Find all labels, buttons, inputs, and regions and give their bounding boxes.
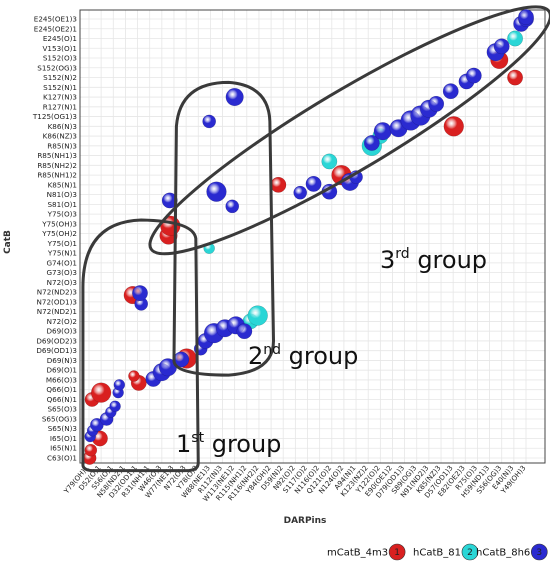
y-tick-label: D69(O)1	[46, 366, 77, 375]
y-tick-label: E245(OE2)1	[34, 24, 77, 33]
group-labels: 1st group 2nd group 3rd group	[176, 246, 487, 458]
data-point-hCatB_8h6	[236, 323, 253, 340]
y-tick-label: N72(OD1)3	[37, 297, 77, 306]
data-point-mCatB_4m3	[270, 176, 287, 193]
data-point-hCatB_81	[507, 30, 524, 47]
y-tick-label: K86(N)3	[48, 122, 77, 131]
data-point-mCatB_4m3	[84, 443, 98, 457]
y-tick-label: Y75(OH)3	[41, 219, 77, 228]
data-point-hCatB_8h6	[305, 175, 322, 192]
group-outline-1	[81, 218, 200, 473]
legend-label: hCatB_8h6	[476, 548, 530, 559]
y-tick-labels: C63(O)1I65(N)1I65(O)1S65(N)3S65(OG)3S65(…	[32, 15, 77, 463]
legend: mCatB_4m3 1 hCatB_81 2 hCatB_8h6 3	[327, 543, 548, 561]
plot-frame	[79, 9, 546, 464]
y-tick-label: D69(O)3	[46, 327, 77, 336]
y-tick-label: Y75(O)1	[47, 239, 77, 248]
data-point-hCatB_8h6	[225, 199, 240, 214]
legend-marker	[461, 543, 479, 561]
y-tick-label: S65(OG)3	[42, 414, 77, 423]
data-point-mCatB_4m3	[443, 116, 464, 137]
y-tick-label: N72(O)2	[47, 317, 77, 326]
legend-marker-number: 1	[394, 548, 400, 558]
data-point-hCatB_8h6	[109, 400, 121, 413]
data-point-hCatB_8h6	[428, 95, 445, 112]
y-tick-label: N72(ND2)1	[37, 307, 77, 316]
y-tick-label: Y75(O)3	[47, 210, 77, 219]
y-tick-label: G74(O)1	[46, 258, 77, 267]
y-tick-label: Q66(N)1	[47, 395, 77, 404]
y-tick-label: E245(O)1	[43, 34, 77, 43]
legend-label: mCatB_4m3	[327, 548, 388, 559]
data-point-mCatB_4m3	[90, 382, 112, 403]
y-tick-label: R85(NH2)2	[37, 161, 77, 170]
y-tick-label: R85(NH1)2	[37, 171, 77, 180]
legend-marker-number: 2	[467, 548, 473, 558]
data-point-hCatB_81	[247, 305, 268, 326]
y-tick-label: Y75(N)1	[47, 249, 77, 258]
data-point-hCatB_8h6	[161, 192, 178, 209]
y-tick-label: N72(O)3	[47, 278, 77, 287]
group-label-3: 3rd group	[380, 246, 487, 274]
data-point-hCatB_8h6	[373, 122, 392, 141]
data-point-hCatB_8h6	[493, 38, 510, 55]
y-axis-title: CatB	[3, 230, 13, 254]
data-point-hCatB_8h6	[202, 114, 217, 129]
data-point-hCatB_8h6	[225, 87, 244, 107]
y-tick-label: R127(N)1	[43, 102, 77, 111]
data-point-hCatB_8h6	[206, 181, 227, 202]
data-point-hCatB_8h6	[518, 9, 534, 25]
data-point-hCatB_8h6	[465, 67, 482, 84]
x-axis-title: DARPins	[284, 516, 327, 526]
y-tick-label: R85(N)3	[47, 141, 77, 150]
data-points	[82, 9, 534, 465]
y-tick-label: I65(N)1	[50, 444, 77, 453]
y-tick-label: T125(OG1)3	[32, 112, 77, 121]
y-tick-label: S152(OG)3	[37, 63, 77, 72]
data-point-hCatB_8h6	[442, 83, 459, 100]
y-tick-label: S152(N)1	[43, 83, 77, 92]
y-tick-label: V153(O)1	[43, 44, 77, 53]
y-tick-label: R85(NH1)3	[37, 151, 77, 160]
y-tick-label: S65(O)3	[47, 405, 77, 414]
group-outlines	[81, 5, 550, 473]
y-tick-label: E245(OE1)3	[34, 15, 77, 24]
y-tick-label: S152(O)3	[43, 54, 77, 63]
y-tick-label: N72(ND2)3	[37, 288, 77, 297]
data-point-mCatB_4m3	[128, 370, 140, 382]
y-tick-label: D69(OD1)3	[36, 346, 77, 355]
y-tick-label: S65(N)3	[48, 424, 77, 433]
y-tick-label: K85(N)1	[48, 180, 77, 189]
group-label-1: 1st group	[176, 430, 281, 458]
data-point-hCatB_8h6	[132, 285, 148, 302]
legend-marker-number: 3	[536, 548, 542, 558]
y-tick-label: I65(O)1	[50, 434, 77, 443]
group-label-2: 2nd group	[248, 342, 358, 370]
y-tick-label: C63(O)1	[47, 454, 77, 463]
y-tick-label: D69(N)3	[47, 356, 77, 365]
group-outline-2	[172, 80, 276, 377]
y-tick-label: Y75(OH)2	[41, 229, 77, 238]
legend-marker	[388, 543, 406, 561]
data-point-hCatB_81	[321, 153, 338, 170]
data-point-hCatB_8h6	[113, 379, 126, 391]
y-tick-label: D69(OD2)3	[36, 336, 77, 345]
data-point-mCatB_4m3	[507, 69, 524, 86]
y-tick-label: S152(N)2	[43, 73, 77, 82]
y-tick-label: K127(N)3	[43, 93, 77, 102]
y-tick-label: M66(O)3	[46, 375, 77, 384]
y-tick-label: K86(NZ)3	[43, 132, 77, 141]
y-tick-label: N81(O)3	[47, 190, 77, 199]
y-tick-label: S81(O)1	[47, 200, 77, 209]
group-outline-3	[148, 5, 550, 256]
data-point-hCatB_8h6	[293, 185, 308, 200]
data-point-hCatB_8h6	[363, 134, 380, 151]
legend-label: hCatB_81	[413, 548, 461, 559]
legend-marker	[530, 543, 548, 561]
y-tick-label: Q66(O)1	[46, 385, 77, 394]
y-tick-label: G73(O)3	[46, 268, 77, 277]
data-point-hCatB_8h6	[90, 417, 104, 432]
